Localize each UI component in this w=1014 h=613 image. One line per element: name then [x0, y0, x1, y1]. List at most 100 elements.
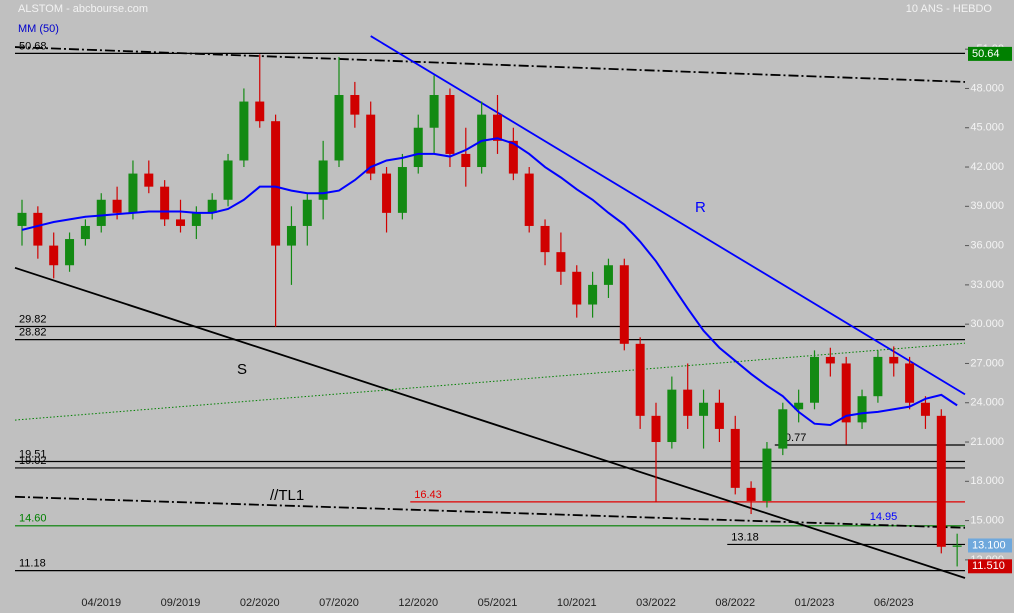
x-tick-label: 01/2023: [795, 597, 835, 609]
trend-label: R: [695, 199, 706, 216]
candle-body: [17, 212, 27, 226]
candle-body: [857, 396, 867, 423]
candle-body: [223, 160, 233, 200]
x-tick-label: 02/2020: [240, 597, 280, 609]
candle-body: [33, 212, 43, 246]
candle-body: [49, 245, 59, 266]
x-tick-label: 04/2019: [81, 597, 121, 609]
annotation: 14.95: [870, 511, 898, 523]
x-tick-label: 10/2021: [557, 597, 597, 609]
candle-body: [635, 343, 645, 416]
candle-body: [128, 173, 138, 213]
candle-body: [651, 415, 661, 443]
x-tick-label: 07/2020: [319, 597, 359, 609]
y-tick-label: 42.000: [970, 161, 1004, 173]
level-label: 19.51: [19, 448, 47, 460]
trend-line: [14, 342, 966, 421]
trend-label: S: [237, 361, 247, 378]
x-tick-label: 05/2021: [478, 597, 518, 609]
x-tick-label: 08/2022: [715, 597, 755, 609]
candle-body: [96, 199, 106, 226]
price-tag-label: 50.64: [972, 48, 1000, 60]
candle-body: [80, 225, 90, 240]
candle-body: [207, 199, 217, 213]
candle-body: [112, 199, 122, 213]
candle-body: [699, 402, 709, 416]
candle-body: [540, 225, 550, 253]
candle-body: [762, 448, 772, 501]
candle-body: [778, 409, 788, 449]
candle-body: [920, 402, 930, 416]
y-tick-label: 39.000: [970, 200, 1004, 212]
price-tag-label: 13.100: [972, 539, 1006, 551]
candle-body: [936, 415, 946, 547]
candle-body: [334, 95, 344, 161]
candle-body: [382, 173, 392, 213]
x-tick-label: 06/2023: [874, 597, 914, 609]
level-label: 28.82: [19, 327, 47, 339]
candle-body: [556, 252, 566, 272]
level-label: 16.43: [414, 489, 442, 501]
candle-body: [429, 95, 439, 128]
level-label: 29.82: [19, 313, 47, 325]
candle-body: [286, 225, 296, 246]
candle-body: [572, 271, 582, 305]
candle-body: [714, 402, 724, 429]
level-label: 11.18: [19, 558, 46, 570]
candle-body: [255, 101, 265, 122]
trend-line: [370, 35, 966, 396]
level-label: 13.18: [731, 531, 759, 543]
y-tick-label: 27.000: [970, 357, 1004, 369]
candle-body: [350, 95, 360, 115]
candle-body: [873, 356, 883, 397]
level-label: 19.02: [19, 455, 47, 467]
trend-line: [14, 266, 966, 579]
candle-body: [508, 140, 518, 174]
x-tick-label: 09/2019: [161, 597, 201, 609]
candle-body: [683, 389, 693, 416]
price-tag: [968, 46, 1012, 61]
level-label: 50.68: [19, 40, 47, 52]
candle-body: [144, 173, 154, 187]
y-tick-label: 36.000: [970, 240, 1004, 252]
candle-body: [889, 356, 899, 364]
candle-body: [667, 389, 677, 443]
chart-subtitle: 10 ANS - HEBDO: [906, 3, 993, 15]
y-tick-label: 15.000: [970, 515, 1004, 527]
candle-body: [413, 127, 423, 168]
candle-body: [810, 356, 819, 403]
y-tick-label: 21.000: [970, 436, 1004, 448]
y-tick-label: 18.000: [970, 475, 1004, 487]
ma-line: [21, 137, 958, 427]
candle-body: [160, 186, 170, 220]
candle-body: [318, 160, 328, 200]
chart-title: ALSTOM - abcbourse.com: [18, 3, 148, 15]
candle-body: [239, 101, 249, 161]
candle-body: [176, 219, 185, 226]
candle-body: [952, 545, 962, 547]
price-tag: [968, 559, 1012, 574]
candle-body: [794, 402, 804, 410]
candle-body: [619, 265, 629, 344]
candle-body: [65, 239, 75, 266]
candle-body: [445, 95, 455, 154]
y-tick-label: 48.000: [970, 82, 1004, 94]
trend-line: [14, 495, 966, 529]
trend-label: //TL1: [270, 487, 304, 504]
candle-body: [366, 114, 376, 174]
candle-body: [397, 167, 407, 213]
price-tag: [968, 538, 1012, 553]
candle-body: [588, 284, 598, 305]
y-tick-label: 33.000: [970, 279, 1004, 291]
candle-body: [841, 363, 851, 423]
candle-body: [191, 212, 201, 226]
candle-body: [603, 265, 613, 285]
x-tick-label: 03/2022: [636, 597, 676, 609]
y-tick-label: 45.000: [970, 122, 1004, 134]
candle-body: [302, 199, 312, 226]
candle-body: [730, 428, 740, 488]
candle-body: [746, 487, 756, 501]
